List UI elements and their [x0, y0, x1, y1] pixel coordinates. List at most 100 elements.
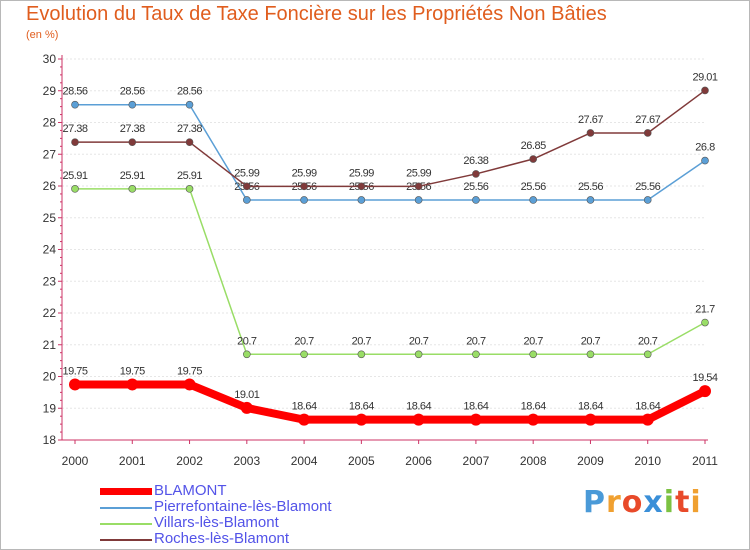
data-label-2: 20.7 [638, 335, 658, 347]
x-tick-label: 2004 [291, 454, 318, 468]
x-tick-label: 2002 [176, 454, 203, 468]
data-point-3 [358, 183, 365, 190]
data-label-3: 27.67 [578, 114, 603, 126]
data-label-1: 25.56 [463, 181, 488, 193]
data-point-0 [241, 402, 253, 414]
data-point-0 [699, 385, 711, 397]
legend-swatch-pierrefontaine [100, 507, 152, 509]
data-point-3 [472, 170, 479, 177]
data-label-1: 28.56 [120, 86, 145, 98]
legend-label-roches: Roches-lès-Blamont [154, 530, 289, 547]
data-label-0: 18.64 [406, 401, 431, 413]
logo-letter: t [675, 485, 690, 520]
data-point-3 [702, 87, 709, 94]
data-label-3: 26.38 [463, 155, 488, 167]
data-point-2 [644, 351, 651, 358]
data-point-1 [358, 196, 365, 203]
data-label-0: 19.75 [177, 365, 202, 377]
y-tick-label: 24 [43, 243, 57, 257]
y-tick-label: 19 [43, 401, 57, 415]
data-label-0: 18.64 [578, 401, 603, 413]
legend-label-blamont: BLAMONT [154, 482, 227, 499]
proxiti-logo: Proxiti [583, 485, 702, 520]
legend-label-pierrefontaine: Pierrefontaine-lès-Blamont [154, 498, 332, 515]
data-point-2 [243, 351, 250, 358]
data-point-2 [472, 351, 479, 358]
legend-swatch-villars [100, 523, 152, 525]
data-label-2: 21.7 [695, 304, 715, 316]
legend-item-roches: Roches-lès-Blamont [100, 532, 420, 546]
data-label-2: 20.7 [466, 335, 486, 347]
x-tick-label: 2009 [577, 454, 604, 468]
data-point-3 [301, 183, 308, 190]
data-label-3: 27.67 [635, 114, 660, 126]
data-label-0: 18.64 [349, 401, 374, 413]
x-tick-label: 2011 [692, 454, 718, 468]
x-tick-label: 2007 [463, 454, 490, 468]
legend-label-villars: Villars-lès-Blamont [154, 514, 279, 531]
data-point-2 [186, 185, 193, 192]
data-point-0 [470, 414, 482, 426]
data-point-3 [186, 139, 193, 146]
data-point-2 [587, 351, 594, 358]
line-chart: 181920212223242526272829302000 2001 2002 20… [0, 0, 750, 550]
data-point-1 [301, 196, 308, 203]
data-point-1 [129, 101, 136, 108]
data-point-0 [69, 378, 81, 390]
logo-letter: i [690, 485, 701, 520]
data-label-3: 25.99 [349, 167, 374, 179]
data-label-0: 19.01 [234, 389, 259, 401]
y-tick-label: 23 [43, 274, 57, 288]
data-label-0: 18.64 [292, 401, 317, 413]
data-point-1 [72, 101, 79, 108]
data-point-1 [243, 196, 250, 203]
x-tick-label: 2010 [634, 454, 661, 468]
data-label-3: 29.01 [692, 71, 717, 83]
data-point-3 [243, 183, 250, 190]
data-label-3: 27.38 [120, 123, 145, 135]
data-label-2: 20.7 [352, 335, 372, 347]
y-tick-label: 25 [43, 211, 57, 225]
y-tick-label: 20 [43, 370, 57, 384]
x-tick-label: 2003 [233, 454, 260, 468]
data-label-2: 20.7 [294, 335, 314, 347]
y-tick-label: 30 [43, 52, 57, 66]
data-label-0: 18.64 [635, 401, 660, 413]
data-point-3 [129, 139, 136, 146]
data-point-1 [415, 196, 422, 203]
logo-letter: P [583, 485, 606, 520]
data-label-2: 20.7 [581, 335, 601, 347]
data-point-2 [129, 185, 136, 192]
x-tick-label: 2008 [520, 454, 547, 468]
y-tick-label: 28 [43, 116, 57, 130]
data-label-2: 20.7 [409, 335, 429, 347]
data-point-1 [702, 157, 709, 164]
data-label-0: 19.75 [62, 365, 87, 377]
legend-swatch-blamont [100, 488, 152, 495]
data-label-0: 18.64 [521, 401, 546, 413]
data-point-2 [72, 185, 79, 192]
data-point-1 [472, 196, 479, 203]
logo-letter: r [606, 485, 622, 520]
data-label-3: 27.38 [177, 123, 202, 135]
series-line-0 [75, 384, 705, 419]
y-tick-label: 21 [43, 338, 57, 352]
y-tick-label: 18 [43, 433, 57, 447]
data-label-3: 25.99 [292, 167, 317, 179]
data-point-2 [358, 351, 365, 358]
data-point-3 [587, 129, 594, 136]
data-point-0 [413, 414, 425, 426]
data-point-0 [298, 414, 310, 426]
x-tick-label: 2000 [62, 454, 89, 468]
legend-item-villars: Villars-lès-Blamont [100, 516, 420, 530]
data-point-3 [72, 139, 79, 146]
x-tick-label: 2006 [405, 454, 432, 468]
data-point-0 [126, 378, 138, 390]
data-label-1: 28.56 [177, 86, 202, 98]
data-label-1: 26.8 [695, 142, 715, 154]
data-label-1: 25.56 [521, 181, 546, 193]
data-label-2: 25.91 [120, 170, 145, 182]
x-tick-label: 2001 [119, 454, 146, 468]
data-label-2: 20.7 [237, 335, 257, 347]
data-label-0: 19.75 [120, 365, 145, 377]
